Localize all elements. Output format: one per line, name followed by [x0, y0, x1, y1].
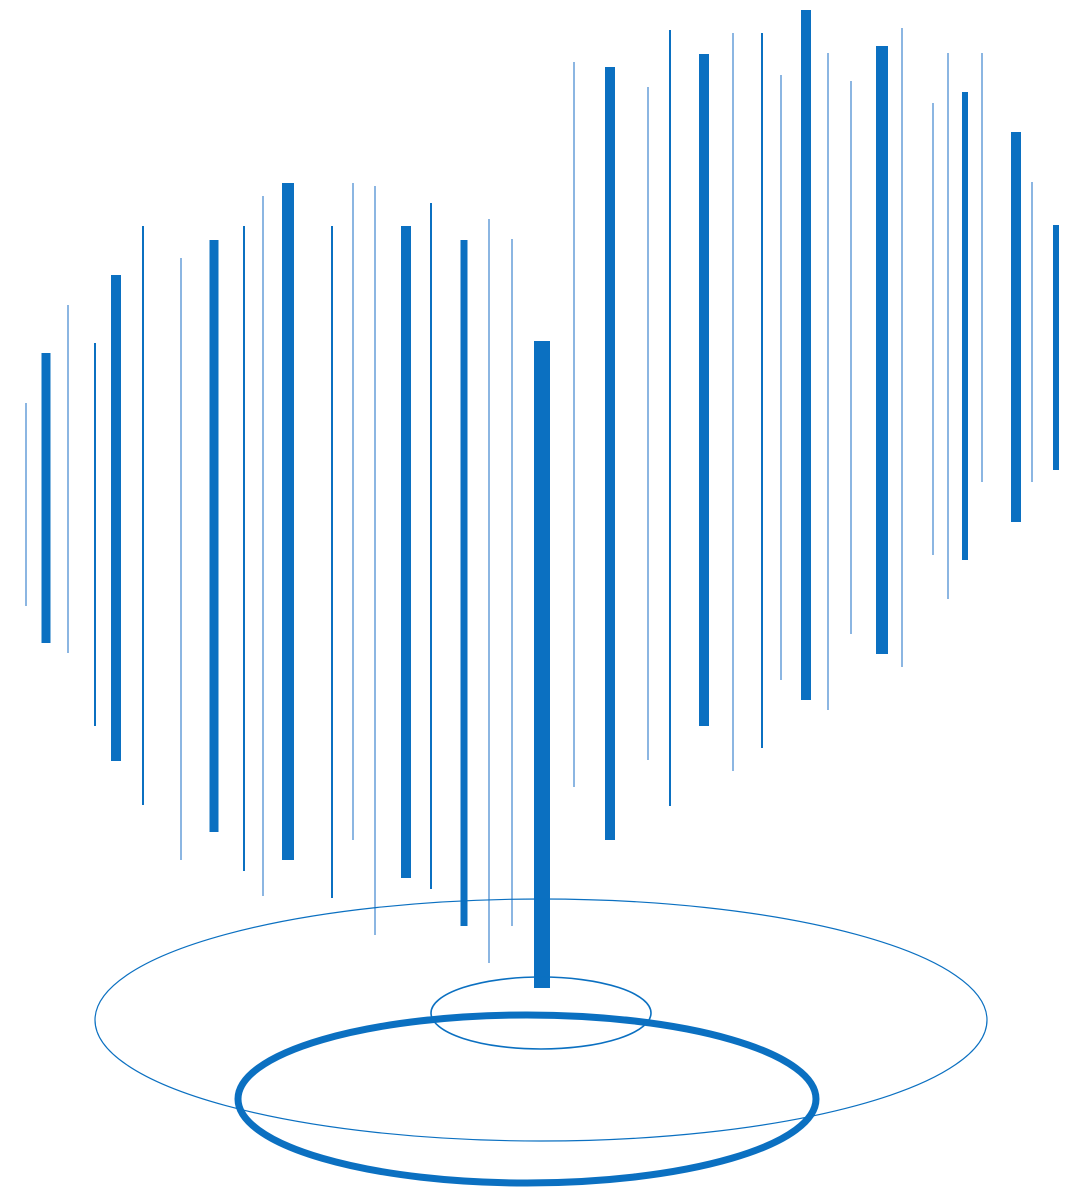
- inner-small-ring: [430, 976, 652, 1050]
- vertical-line-15: [401, 226, 411, 878]
- vertical-line-25: [699, 54, 709, 726]
- vertical-line-30: [827, 53, 829, 710]
- vertical-line-33: [901, 28, 903, 667]
- vertical-line-29: [801, 10, 811, 700]
- vertical-line-9: [243, 226, 245, 871]
- vertical-line-32: [876, 46, 888, 654]
- vertical-line-21: [573, 62, 575, 787]
- vertical-line-37: [981, 53, 983, 482]
- vertical-line-4: [94, 343, 96, 726]
- vertical-line-19: [511, 239, 513, 926]
- rings-group: [94, 898, 988, 1187]
- vertical-line-27: [761, 33, 763, 748]
- vertical-line-5: [111, 275, 121, 761]
- vertical-line-16: [430, 203, 432, 889]
- vertical-line-28: [780, 75, 782, 680]
- vertical-line-17: [460, 240, 468, 926]
- vertical-line-39: [1031, 182, 1033, 482]
- vertical-line-34: [932, 103, 934, 555]
- vertical-line-14: [374, 186, 376, 935]
- vertical-line-31: [850, 81, 852, 634]
- front-thick-ring: [234, 1011, 820, 1187]
- vertical-line-20: [534, 341, 550, 988]
- vertical-line-12: [331, 226, 333, 898]
- vertical-line-13: [352, 183, 354, 840]
- vertical-line-6: [142, 226, 144, 805]
- outer-thin-ring: [94, 898, 988, 1142]
- vertical-line-2: [41, 353, 51, 643]
- vertical-line-38: [1011, 132, 1021, 522]
- vertical-line-23: [647, 87, 649, 760]
- vertical-line-40: [1053, 225, 1059, 470]
- vertical-lines-group: [25, 10, 1059, 988]
- vertical-line-35: [947, 53, 949, 599]
- vertical-line-10: [262, 196, 264, 896]
- vertical-line-3: [67, 305, 69, 653]
- vertical-line-7: [180, 258, 182, 860]
- vertical-line-11: [282, 183, 294, 860]
- vertical-line-18: [488, 219, 490, 963]
- vertical-line-22: [605, 67, 615, 840]
- vertical-line-26: [732, 33, 734, 771]
- vertical-line-1: [25, 403, 27, 606]
- vertical-line-36: [962, 92, 968, 560]
- vertical-line-8: [209, 240, 219, 832]
- vertical-line-24: [669, 30, 671, 806]
